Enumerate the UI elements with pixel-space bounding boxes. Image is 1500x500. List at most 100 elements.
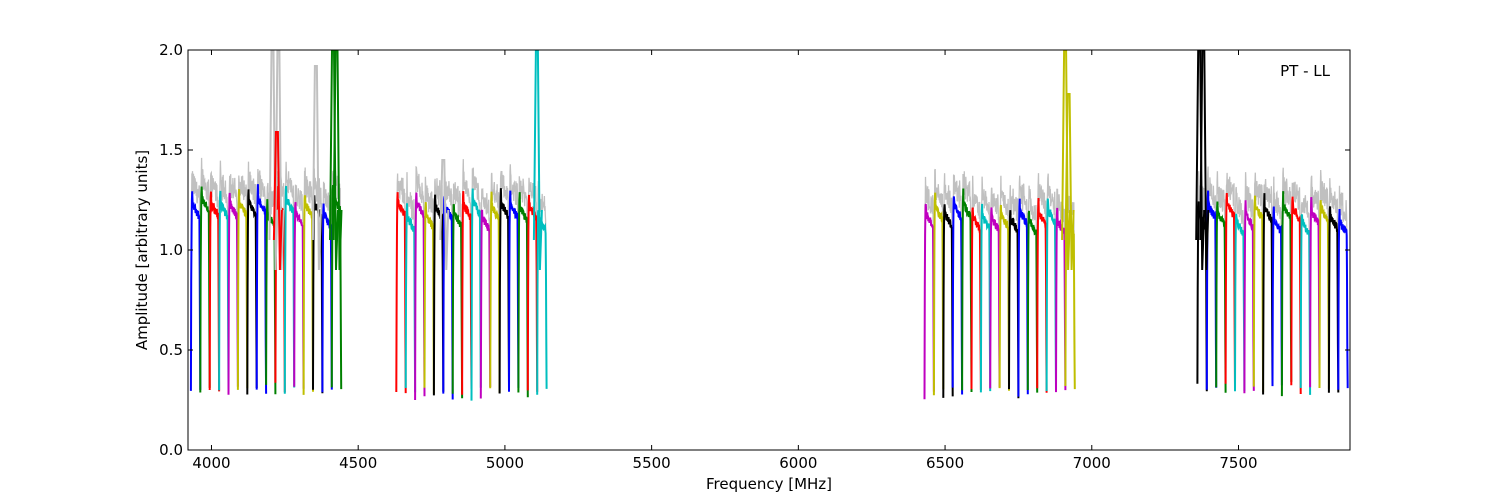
background-trace (1027, 185, 1038, 373)
x-tick-label: 4000 (192, 454, 230, 472)
y-tick-label: 1.0 (159, 241, 183, 259)
background-trace (489, 172, 501, 379)
channel-trace (526, 194, 539, 392)
channel-trace (998, 204, 1010, 391)
channel-trace (461, 191, 473, 395)
plot-data-layer (189, 50, 1349, 401)
channel-trace (498, 188, 510, 394)
channel-trace (1008, 210, 1020, 399)
y-tick-label: 0.0 (159, 441, 183, 459)
channel-trace (208, 191, 221, 392)
background-trace (227, 174, 239, 384)
background-trace (256, 168, 267, 368)
background-trace (1337, 185, 1349, 363)
background-trace (1224, 172, 1236, 367)
channel-trace (1017, 198, 1029, 397)
channel-trace (404, 203, 417, 393)
channel-trace (1262, 193, 1274, 395)
background-trace (1045, 173, 1057, 382)
channel-trace (1026, 210, 1039, 393)
background-trace (480, 187, 491, 370)
background-trace (1243, 172, 1255, 376)
background-trace (1008, 185, 1020, 387)
channel-trace (1234, 213, 1246, 392)
background-trace (190, 171, 201, 363)
background-trace (423, 176, 435, 386)
channel-trace (923, 203, 935, 400)
background-trace (1309, 175, 1321, 367)
channel-trace (423, 202, 435, 394)
channel-trace (227, 192, 239, 395)
background-trace (293, 184, 305, 364)
channel-trace (1337, 208, 1349, 390)
rfi-spike (1199, 50, 1210, 271)
background-trace (199, 157, 211, 371)
background-trace (933, 168, 944, 379)
channel-trace (414, 192, 426, 401)
background-trace (1328, 178, 1339, 385)
channel-trace (979, 203, 992, 393)
channel-trace (1036, 197, 1048, 393)
x-tick-label: 7500 (1219, 454, 1257, 472)
channel-trace (1271, 206, 1283, 387)
background-trace (527, 177, 538, 368)
background-trace (989, 187, 1001, 369)
channel-trace (470, 188, 482, 401)
channel-trace (1243, 200, 1255, 394)
channel-trace (1055, 207, 1067, 393)
y-axis-title: Amplitude [arbitrary units] (133, 150, 151, 350)
background-trace (284, 161, 295, 371)
background-trace (1281, 167, 1292, 372)
x-tick-label: 6500 (926, 454, 964, 472)
channel-trace (1224, 192, 1236, 390)
channel-trace (961, 188, 973, 393)
channel-trace (218, 190, 230, 391)
rfi-spike (1195, 50, 1206, 271)
background-trace (517, 176, 529, 376)
x-tick-label: 7000 (1073, 454, 1111, 472)
axis-ticks: 4000 4500 5000 5500 6000 6500 7000 7500 0.0 0.5 1.… (159, 41, 1350, 472)
channel-trace (451, 203, 464, 399)
background-trace (1271, 176, 1283, 375)
x-tick-label: 6000 (779, 454, 817, 472)
channel-trace (255, 184, 268, 394)
channel-trace (199, 186, 211, 393)
background-trace (1234, 186, 1246, 371)
rfi-spike (439, 159, 450, 271)
rfi-spike (1061, 50, 1072, 271)
channel-trace (989, 207, 1001, 389)
background-trace (302, 167, 314, 381)
y-tick-label: 0.5 (159, 341, 183, 359)
background-trace (923, 176, 935, 376)
channel-trace (517, 192, 529, 398)
background-trace (998, 175, 1010, 378)
background-trace (461, 159, 473, 381)
background-trace (452, 182, 463, 385)
rfi-spike (311, 65, 322, 271)
channel-trace (283, 185, 296, 394)
background-trace (1318, 169, 1330, 372)
channel-trace (293, 202, 305, 389)
rfi-spike (1064, 93, 1075, 271)
x-tick-label: 4500 (339, 454, 377, 472)
x-axis-title: Frequency [MHz] (706, 475, 832, 493)
background-trace (980, 176, 991, 380)
channel-trace (1299, 214, 1312, 395)
rfi-spike (332, 50, 343, 271)
background-trace (414, 165, 426, 382)
channel-trace (508, 190, 520, 392)
background-trace (942, 173, 954, 375)
rfi-spike (272, 131, 283, 271)
background-trace (1300, 195, 1311, 377)
background-trace (970, 175, 982, 366)
channel-trace (1205, 190, 1218, 390)
x-tick-label: 5500 (633, 454, 671, 472)
rfi-spike (268, 50, 279, 271)
channel-trace (1290, 196, 1302, 395)
channel-trace (302, 195, 314, 395)
background-trace (395, 173, 407, 376)
channel-trace (236, 189, 249, 390)
channel-trace (1327, 206, 1340, 393)
rfi-spike (532, 50, 543, 271)
